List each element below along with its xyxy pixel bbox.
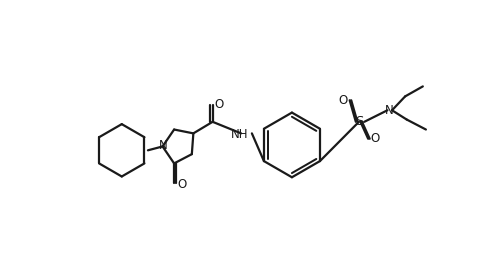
Text: N: N	[159, 139, 167, 152]
Text: O: O	[338, 94, 347, 107]
Text: S: S	[354, 115, 362, 128]
Text: NH: NH	[230, 128, 248, 141]
Text: O: O	[177, 178, 186, 191]
Text: N: N	[384, 104, 393, 117]
Text: O: O	[214, 98, 223, 111]
Text: O: O	[370, 132, 379, 145]
